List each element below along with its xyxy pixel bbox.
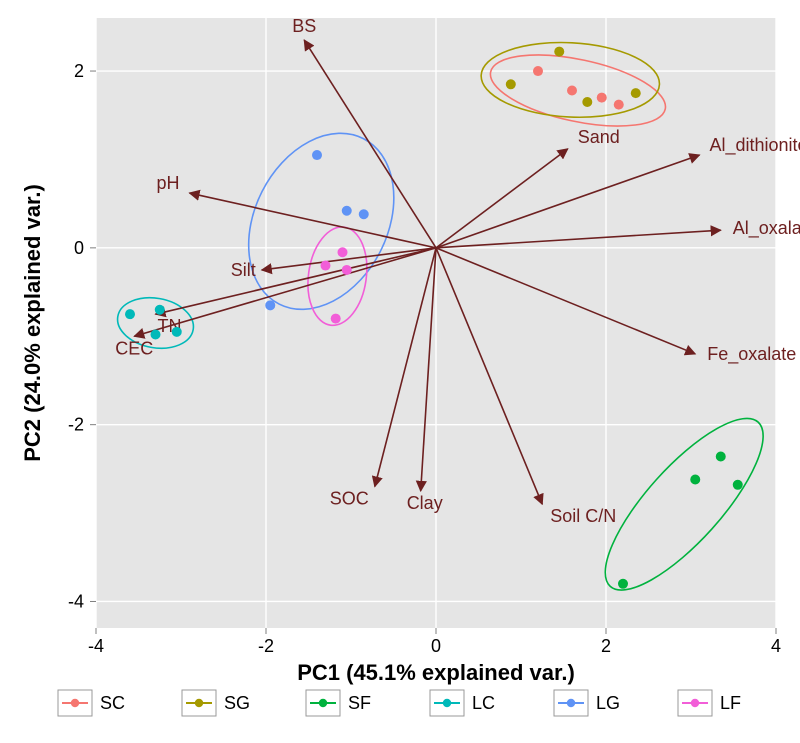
point-SG-2 — [582, 97, 592, 107]
legend-label-LG: LG — [596, 693, 620, 713]
legend-label-SC: SC — [100, 693, 125, 713]
loading-label-bs: BS — [292, 16, 316, 36]
point-LG-1 — [312, 150, 322, 160]
x-tick-label: 0 — [431, 636, 441, 656]
point-LC-1 — [151, 329, 161, 339]
x-tick-label: -2 — [258, 636, 274, 656]
legend-label-SF: SF — [348, 693, 371, 713]
loading-label-fe_oxalate: Fe_oxalate — [707, 344, 796, 365]
x-axis-title: PC1 (45.1% explained var.) — [297, 660, 575, 685]
point-LG-0 — [265, 300, 275, 310]
y-tick-label: -2 — [68, 415, 84, 435]
point-LC-0 — [125, 309, 135, 319]
loading-label-soc: SOC — [330, 489, 369, 509]
point-LG-3 — [359, 209, 369, 219]
legend-label-SG: SG — [224, 693, 250, 713]
x-tick-label: 2 — [601, 636, 611, 656]
loading-label-ph: pH — [156, 173, 179, 193]
point-SG-0 — [506, 79, 516, 89]
legend-label-LC: LC — [472, 693, 495, 713]
point-SC-1 — [567, 85, 577, 95]
loading-label-clay: Clay — [407, 493, 443, 513]
point-SF-3 — [733, 480, 743, 490]
point-LC-3 — [172, 327, 182, 337]
point-SF-1 — [690, 474, 700, 484]
point-SF-2 — [716, 451, 726, 461]
point-LF-2 — [342, 265, 352, 275]
point-SC-3 — [614, 100, 624, 110]
loading-label-al_dithionite: Al_dithionite — [710, 135, 800, 156]
loading-label-cec: CEC — [115, 338, 153, 358]
point-SF-0 — [618, 579, 628, 589]
loading-label-al_oxalate: Al_oxalate — [733, 218, 800, 239]
x-tick-label: 4 — [771, 636, 781, 656]
point-LF-1 — [338, 247, 348, 257]
point-LG-2 — [342, 206, 352, 216]
point-LF-3 — [331, 314, 341, 324]
point-SG-1 — [554, 47, 564, 57]
point-SC-2 — [597, 93, 607, 103]
y-tick-label: 0 — [74, 238, 84, 258]
loading-label-silt: Silt — [231, 260, 256, 280]
x-tick-label: -4 — [88, 636, 104, 656]
y-tick-label: 2 — [74, 61, 84, 81]
loading-label-sand: Sand — [578, 127, 620, 147]
y-axis-title: PC2 (24.0% explained var.) — [20, 184, 45, 462]
pca-biplot: BSSandAl_dithionitepHAl_oxalateSiltTNCEC… — [0, 0, 800, 743]
point-SC-0 — [533, 66, 543, 76]
legend-label-LF: LF — [720, 693, 741, 713]
loading-label-soil c/n: Soil C/N — [550, 506, 616, 526]
point-LF-0 — [321, 261, 331, 271]
point-SG-3 — [631, 88, 641, 98]
y-tick-label: -4 — [68, 591, 84, 611]
point-LC-2 — [155, 305, 165, 315]
